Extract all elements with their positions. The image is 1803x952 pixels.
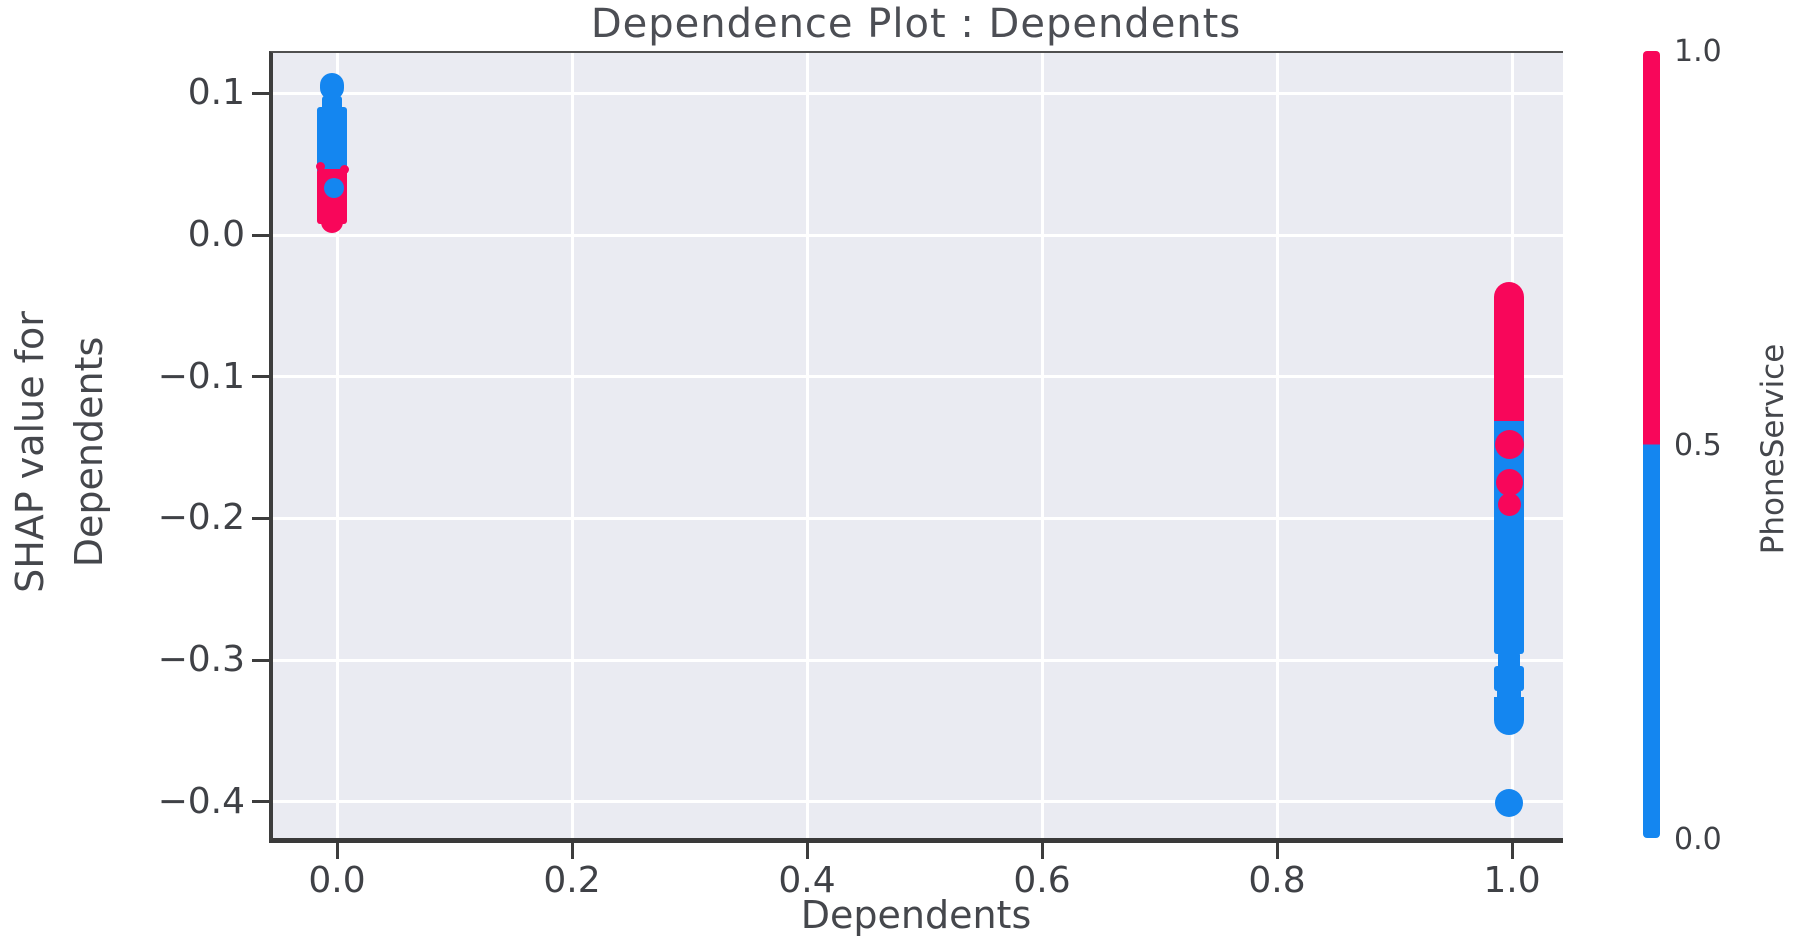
gridline-vertical [805,53,809,838]
scatter-dot-red [1494,430,1524,460]
x-tick-mark [335,843,339,859]
y-tick-label: 0.1 [187,72,245,114]
x-axis-label: Dependents [800,893,1032,937]
colorbar-tick-label: 0.5 [1674,428,1722,463]
x-tick-mark [805,843,809,859]
scatter-dot-red [315,162,325,172]
scatter-dot-blue [324,178,344,199]
scatter-dot-red [1497,492,1521,516]
x-tick-mark [1040,843,1044,859]
colorbar-tick-label: 0.0 [1674,822,1722,857]
gridline-vertical [1275,53,1279,838]
y-tick-mark [252,658,269,662]
x-tick-mark [570,843,574,859]
y-tick-label: −0.3 [157,639,245,681]
gridline-horizontal [273,516,1563,520]
gridline-vertical [570,53,574,838]
y-axis-label-line1: SHAP value for [8,311,53,593]
scatter-blob-blue [1494,665,1524,692]
gridline-vertical [1040,53,1044,838]
gridline-horizontal [273,91,1563,95]
gridline-horizontal [273,658,1563,662]
colorbar-label: PhoneService [1755,343,1791,555]
scatter-dot-red [339,165,349,175]
y-tick-label: −0.4 [157,780,245,822]
gridline-horizontal [273,375,1563,379]
scatter-dot-red [1495,469,1523,497]
y-tick-label: 0.0 [187,214,245,255]
plot-area [269,51,1563,843]
scatter-blob-red [1494,281,1524,421]
colorbar-tick-label: 1.0 [1674,34,1722,69]
colorbar [1643,51,1660,838]
x-tick-mark [1510,843,1514,859]
y-tick-mark [252,233,269,237]
chart-title: Dependence Plot : Dependents [590,1,1242,47]
y-axis-label: SHAP value for Dependents [1,311,119,593]
y-tick-mark [252,91,269,95]
gridline-horizontal [273,233,1563,237]
scatter-blob-blue [1494,696,1524,736]
gridline-horizontal [273,800,1563,804]
y-axis-label-line2: Dependents [67,336,111,568]
scatter-blob-blue [320,72,344,101]
y-tick-mark [252,375,269,379]
y-tick-mark [252,516,269,520]
gridline-vertical [335,53,339,838]
scatter-blob-red [321,216,343,233]
scatter-dot-blue [1495,789,1523,818]
y-tick-mark [252,800,269,804]
x-tick-mark [1275,843,1279,859]
scatter-blob-blue [1497,688,1521,700]
scatter-blob-blue [1498,651,1520,670]
scatter-layer [273,53,1563,838]
